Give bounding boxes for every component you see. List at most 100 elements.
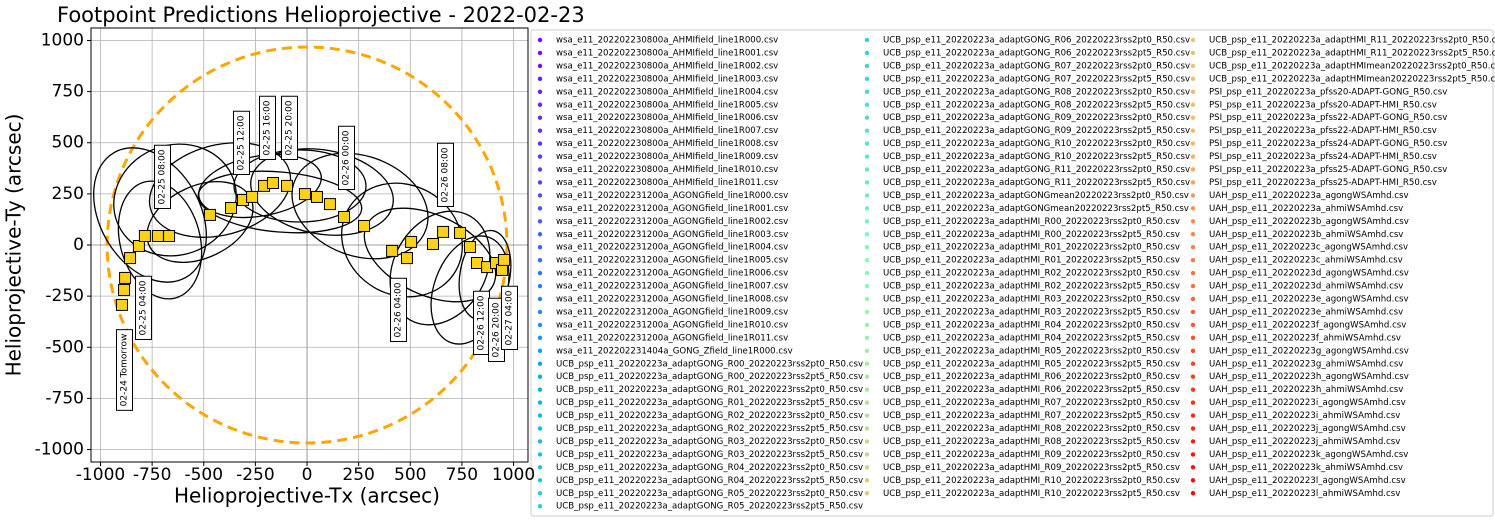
legend-marker [537, 400, 543, 405]
y-tick-label: 250 [52, 184, 84, 204]
annotation-label: 02-26 12:00 [477, 295, 487, 350]
annotation-box [281, 95, 298, 160]
legend-marker [537, 361, 543, 366]
legend-marker [864, 89, 870, 95]
legend-marker [537, 478, 543, 483]
legend-marker [1190, 154, 1196, 159]
footpoint [163, 230, 176, 243]
x-tick-label: 500 [394, 465, 426, 485]
contour [341, 182, 463, 298]
legend-label: UCB_psp_e11_20220223a_adaptGONGmean20220… [883, 191, 1189, 201]
legend-frame [530, 29, 1494, 517]
legend-label: UCB_psp_e11_20220223a_adaptHMI_R03_20220… [883, 307, 1180, 317]
legend-marker [864, 322, 870, 328]
footpoint [310, 190, 323, 203]
legend-label: UAH_psp_e11_20220223i_agongWSAmhd.csv [1209, 398, 1406, 408]
annotation: 02-26 08:00 [437, 142, 454, 207]
legend-label: UCB_psp_e11_20220223a_adaptHMI_R07_20220… [883, 398, 1180, 408]
legend-marker [537, 270, 543, 276]
legend-marker [1190, 426, 1196, 431]
legend-marker [537, 491, 543, 496]
annotation-box [154, 144, 171, 209]
legend-label: UAH_psp_e11_20220223b_ahmiWSAmhd.csv [1209, 230, 1403, 240]
legend-marker [864, 102, 870, 107]
annotations: 02-24 Tomorrow 02-25 04:00 02-25 08:00 02-2… [116, 95, 518, 411]
legend-marker [864, 335, 870, 341]
legend-marker [1190, 348, 1196, 353]
legend-label: wsa_e11_202202231200a_AGONGfield_line1R0… [556, 333, 788, 343]
annotation-label: 02-26 00:00 [342, 130, 352, 185]
legend-label: UCB_psp_e11_20220223a_adaptHMI_R10_20220… [883, 489, 1180, 499]
legend-marker [864, 361, 870, 366]
legend-label: UCB_psp_e11_20220223a_adaptHMI_R00_20220… [883, 217, 1180, 227]
legend-label: PSI_psp_e11_20220223a_pfss25-ADAPT-HMI_R… [1209, 178, 1437, 188]
legend-marker [537, 283, 543, 289]
footpoint [358, 219, 371, 232]
legend-label: UCB_psp_e11_20220223a_adaptHMI_R11_20220… [1209, 36, 1495, 46]
legend-marker [1190, 245, 1196, 250]
legend-marker [537, 465, 543, 470]
legend-label: PSI_psp_e11_20220223a_pfss24-ADAPT-HMI_R… [1209, 152, 1437, 162]
legend-label: wsa_e11_202202230800a_AHMIfield_line1R00… [556, 152, 778, 162]
legend-label: UCB_psp_e11_20220223a_adaptHMI_R09_20220… [883, 450, 1180, 460]
contour [148, 142, 292, 238]
footpoint [323, 198, 336, 211]
legend-marker [537, 374, 543, 379]
legend-marker [1190, 413, 1196, 418]
legend-label: UCB_psp_e11_20220223a_adaptGONG_R09_2022… [883, 113, 1190, 123]
legend-label: PSI_psp_e11_20220223a_pfss24-ADAPT-GONG_… [1209, 139, 1447, 149]
legend-marker [537, 102, 543, 107]
legend-label: wsa_e11_202202230800a_AHMIfield_line1R00… [556, 100, 778, 110]
contour [197, 170, 363, 234]
legend-marker [864, 270, 870, 276]
legend-label: UCB_psp_e11_20220223a_adaptGONG_R06_2022… [883, 48, 1190, 58]
legend-label: UAH_psp_e11_20220223k_ahmiWSAmhd.csv [1209, 463, 1403, 473]
legend-label: UCB_psp_e11_20220223a_adaptHMI_R04_20220… [883, 333, 1180, 343]
x-tick-label: -250 [236, 465, 275, 485]
legend-marker [537, 193, 543, 198]
contour [233, 149, 367, 223]
legend-label: PSI_psp_e11_20220223a_pfss20-ADAPT-HMI_R… [1209, 100, 1437, 110]
legend-label: UCB_psp_e11_20220223a_adaptGONG_R09_2022… [883, 126, 1190, 136]
legend-marker [1190, 102, 1196, 107]
legend-label: UCB_psp_e11_20220223a_adaptGONG_R02_2022… [556, 424, 863, 434]
legend-marker [864, 37, 870, 43]
legend-label: UAH_psp_e11_20220223g_agongWSAmhd.csv [1209, 346, 1409, 356]
legend-label: UCB_psp_e11_20220223a_adaptGONG_R04_2022… [556, 463, 863, 473]
legend-label: UAH_psp_e11_20220223l_ahmiWSAmhd.csv [1209, 489, 1400, 499]
legend-marker [537, 115, 543, 120]
legend-marker [537, 413, 543, 418]
y-tick-label: -250 [45, 286, 84, 306]
legend-marker [864, 128, 870, 133]
legend-marker [864, 348, 870, 353]
legend-marker [537, 504, 543, 509]
annotation: 02-26 00:00 [338, 125, 355, 190]
legend-label: UAH_psp_e11_20220223l_agongWSAmhd.csv [1209, 476, 1406, 486]
legend-label: UCB_psp_e11_20220223a_adaptHMI_R06_20220… [883, 385, 1180, 395]
legend-marker [864, 154, 870, 159]
legend-marker [1190, 115, 1196, 120]
legend-label: UAH_psp_e11_20220223h_agongWSAmhd.csv [1209, 372, 1409, 382]
x-tick-label: 0 [302, 465, 313, 485]
legend-label: PSI_psp_e11_20220223a_pfss22-ADAPT-HMI_R… [1209, 126, 1437, 136]
legend-label: UAH_psp_e11_20220223b_agongWSAmhd.csv [1209, 217, 1409, 227]
annotation: 02-27 04:00 [501, 285, 518, 350]
legend-label: UCB_psp_e11_20220223a_adaptGONG_R08_2022… [883, 87, 1190, 97]
legend-marker [864, 309, 870, 315]
annotation: 02-26 12:00 [473, 290, 490, 355]
legend-marker [1190, 283, 1196, 289]
legend-label: UCB_psp_e11_20220223a_adaptHMI_R05_20220… [883, 346, 1180, 356]
legend-marker [537, 206, 543, 211]
annotation-box [259, 95, 276, 160]
legend-marker [1190, 76, 1196, 82]
x-tick-label: 750 [446, 465, 478, 485]
legend-label: UAH_psp_e11_20220223j_ahmiWSAmhd.csv [1209, 437, 1400, 447]
legend-label: UCB_psp_e11_20220223a_adaptHMI_R08_20220… [883, 437, 1180, 447]
legend-label: UCB_psp_e11_20220223a_adaptHMImean202202… [1209, 61, 1495, 71]
y-tick-label: -750 [45, 388, 84, 408]
y-tick-label: 500 [52, 133, 84, 153]
legend-label: UCB_psp_e11_20220223a_adaptHMI_R04_20220… [883, 320, 1180, 330]
legend-marker [1190, 89, 1196, 95]
footpoint [203, 208, 216, 221]
legend-marker [864, 491, 870, 496]
